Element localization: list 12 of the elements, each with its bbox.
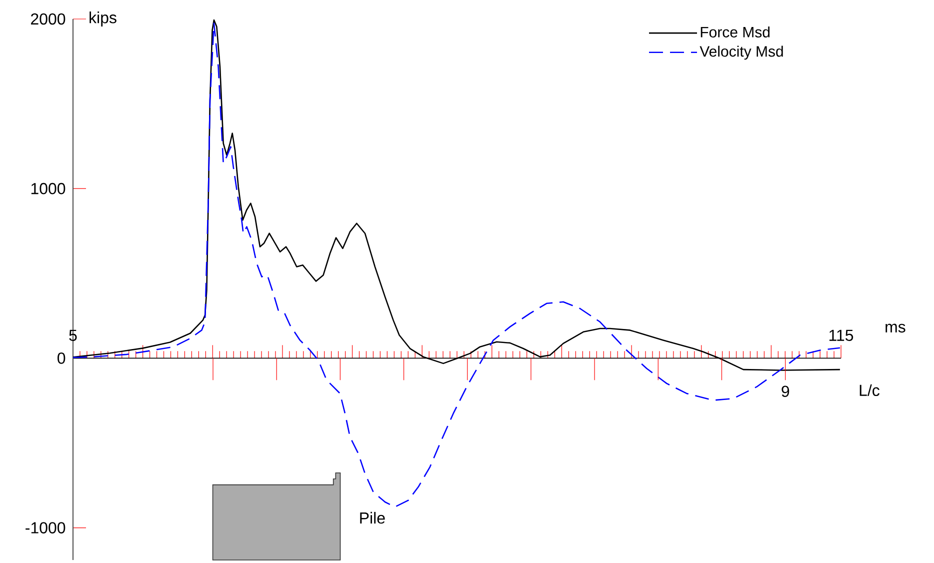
y-tick-label: -1000 bbox=[26, 522, 66, 534]
x-axis-title: ms bbox=[886, 324, 906, 333]
annotation: Pile bbox=[360, 512, 385, 524]
y-tick-label: 2000 bbox=[31, 13, 66, 25]
x2-axis-title: L/c bbox=[860, 384, 880, 396]
legend-label: Velocity Msd bbox=[700, 46, 783, 60]
y-tick-label: 0 bbox=[58, 352, 66, 364]
y-axis-title: kips bbox=[90, 12, 116, 26]
legend-label: Force Msd bbox=[700, 26, 770, 38]
x-tick-label: 115 bbox=[829, 330, 854, 341]
annotation: 9 bbox=[782, 386, 790, 398]
y-tick-label: 1000 bbox=[31, 182, 66, 194]
